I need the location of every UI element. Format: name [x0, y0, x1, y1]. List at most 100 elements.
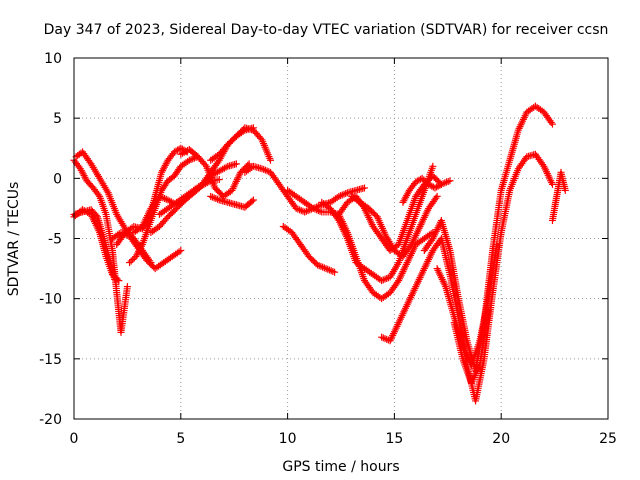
series-track-25 — [548, 168, 569, 224]
data-point — [418, 174, 426, 182]
data-point — [177, 247, 185, 255]
data-point — [327, 267, 335, 275]
data-point — [123, 283, 131, 291]
plot-frame — [73, 57, 609, 420]
data-point — [297, 207, 305, 215]
data-point — [137, 242, 145, 250]
data-point — [314, 207, 322, 215]
series-track-1 — [70, 156, 131, 336]
data-point — [439, 180, 447, 188]
data-point — [337, 192, 345, 200]
data-point — [421, 177, 429, 185]
data-point — [155, 192, 163, 200]
data-point — [406, 242, 414, 250]
series-track-20 — [399, 174, 454, 206]
y-tick-label: -10 — [39, 292, 62, 308]
data-point — [561, 186, 569, 194]
series-track-15 — [279, 222, 339, 276]
y-tick-label: -15 — [39, 352, 62, 368]
data-point — [539, 161, 547, 169]
data-point — [316, 207, 324, 215]
x-tick-label: 15 — [385, 431, 403, 447]
data-point — [381, 275, 389, 283]
data-point — [493, 241, 501, 249]
data-point — [94, 191, 102, 199]
data-point — [437, 180, 445, 188]
data-point — [342, 189, 350, 197]
series-track-4 — [70, 206, 119, 283]
data-point — [320, 264, 328, 272]
data-point — [420, 176, 428, 184]
data-point — [129, 256, 137, 264]
data-point — [548, 180, 556, 188]
axis-ticks: 0 5 10 15 20 25 -20 -15 -10 -5 0 5 10 — [39, 51, 617, 447]
data-point — [157, 193, 165, 201]
y-tick-label: -5 — [48, 232, 62, 248]
data-point — [432, 194, 440, 202]
data-point — [324, 265, 332, 273]
data-point — [210, 194, 218, 202]
data-point — [428, 236, 436, 244]
data-point — [249, 196, 257, 204]
y-axis-label: SDTVAR / TECUs — [6, 182, 22, 297]
data-point — [315, 262, 323, 270]
data-point — [185, 156, 193, 164]
data-point — [329, 267, 337, 275]
data-point — [215, 176, 223, 184]
data-point — [378, 333, 386, 341]
data-point — [338, 191, 346, 199]
data-point — [383, 274, 391, 282]
data-point — [222, 163, 230, 171]
data-point — [319, 263, 327, 271]
series-track-18 — [335, 210, 437, 303]
x-axis-label: GPS time / hours — [282, 459, 399, 475]
data-point — [86, 158, 94, 166]
data-points — [70, 102, 569, 405]
data-point — [267, 156, 275, 164]
data-point — [547, 118, 555, 126]
data-point — [207, 192, 215, 200]
data-point — [294, 205, 302, 213]
data-point — [126, 259, 134, 267]
data-point — [159, 194, 167, 202]
data-point — [189, 155, 197, 163]
data-point — [548, 120, 556, 128]
x-tick-label: 0 — [70, 431, 79, 447]
data-point — [322, 265, 330, 273]
data-point — [245, 160, 253, 168]
y-tick-label: 5 — [53, 111, 62, 127]
data-point — [325, 266, 333, 274]
series-track-12 — [207, 124, 275, 164]
data-point — [127, 257, 135, 265]
data-point — [309, 204, 317, 212]
series-track-14 — [241, 162, 368, 216]
data-point — [428, 182, 436, 190]
data-point — [174, 146, 182, 154]
y-tick-label: 0 — [53, 171, 62, 187]
data-point — [292, 204, 300, 212]
data-point — [311, 205, 319, 213]
series-track-11 — [177, 145, 253, 200]
data-point — [335, 192, 343, 200]
data-point — [111, 275, 119, 283]
data-point — [340, 190, 348, 198]
data-point — [258, 165, 266, 173]
x-tick-label: 25 — [599, 431, 617, 447]
chart-title: Day 347 of 2023, Sidereal Day-to-day VTE… — [44, 22, 609, 38]
series-track-19 — [348, 192, 441, 261]
data-point — [115, 277, 123, 285]
data-point — [443, 178, 451, 186]
data-point — [379, 334, 387, 342]
data-point — [187, 156, 195, 164]
y-tick-label: 10 — [44, 51, 62, 67]
data-point — [417, 175, 425, 183]
data-point — [162, 195, 170, 203]
x-tick-label: 20 — [492, 431, 510, 447]
data-point — [360, 184, 368, 192]
data-point — [232, 160, 240, 168]
data-point — [260, 165, 268, 173]
data-point — [393, 278, 401, 286]
data-point — [201, 161, 209, 169]
data-point — [378, 277, 386, 285]
